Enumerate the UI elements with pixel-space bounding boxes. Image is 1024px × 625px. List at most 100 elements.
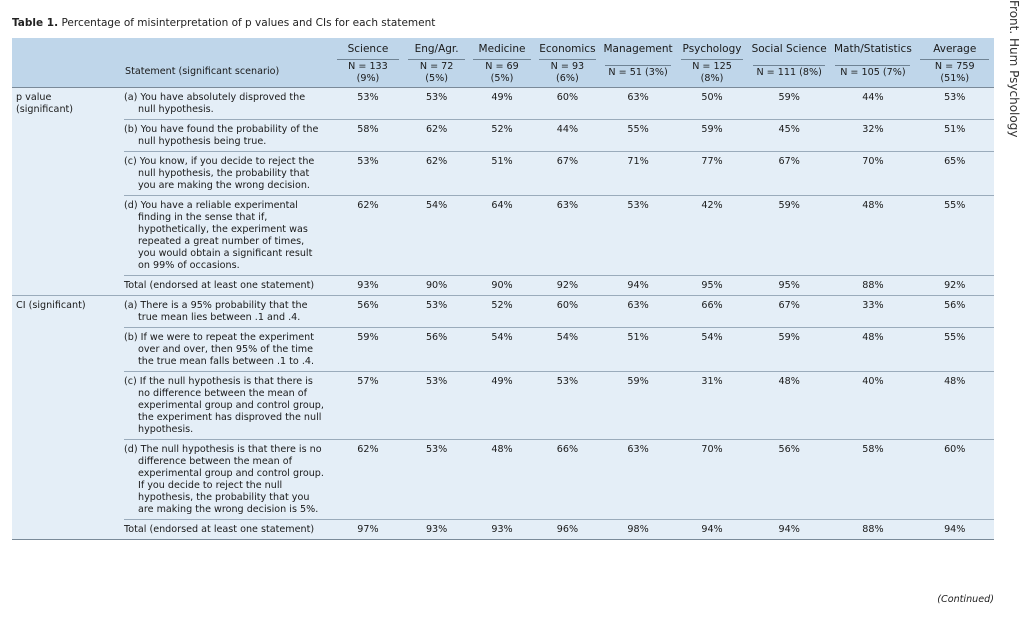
group-label: CI (significant) (16, 300, 86, 311)
statement-text: (a) There is a 95% probability that the … (124, 300, 308, 323)
value-cell: 58% (332, 119, 404, 152)
column-n-text: N = 111 (8%) (752, 65, 826, 79)
column-header: Math/Statistics (830, 38, 916, 57)
group-label-cell (12, 371, 124, 440)
value-cell: 92% (915, 275, 994, 296)
table-caption: Table 1. Percentage of misinterpretation… (12, 17, 435, 29)
value-cell: 59% (676, 119, 748, 152)
value-cell: 93% (469, 519, 535, 540)
group-label-cell (12, 119, 124, 152)
table-body: p value (significant) (a) You have absolu… (12, 87, 994, 540)
value-cell: 77% (676, 151, 748, 196)
value-cell: 59% (600, 371, 677, 440)
value-cell: 88% (830, 519, 916, 540)
value-cell: 59% (332, 327, 404, 372)
value-cell: 32% (830, 119, 916, 152)
value-cell: 92% (534, 275, 601, 296)
value-cell: 66% (534, 439, 601, 520)
value-cell: 94% (915, 519, 994, 540)
column-n-text: N = 69 (5%) (473, 59, 531, 85)
value-cell: 70% (830, 151, 916, 196)
value-cell: 58% (830, 439, 916, 520)
value-cell: 53% (534, 371, 601, 440)
column-n-text: N = 133 (9%) (336, 59, 400, 85)
value-cell: 53% (915, 87, 994, 120)
header-group-blank-2 (12, 57, 124, 88)
table-caption-label: Table 1. (12, 17, 59, 29)
value-cell: 51% (915, 119, 994, 152)
value-cell: 98% (600, 519, 677, 540)
continued-note: (Continued) (937, 594, 994, 605)
value-cell: 62% (403, 119, 470, 152)
value-cell: 56% (332, 295, 404, 328)
total-row: Total (endorsed at least one statement) 9… (12, 519, 994, 540)
value-cell: 53% (403, 295, 470, 328)
value-cell: 40% (830, 371, 916, 440)
misinterpretation-table: Science Eng/Agr. Medicine Economics Manageme… (12, 38, 994, 540)
column-n: N = 69 (5%) (469, 57, 535, 88)
column-n: N = 105 (7%) (830, 57, 916, 88)
value-cell: 51% (600, 327, 677, 372)
value-cell: 67% (747, 151, 831, 196)
column-header: Medicine (469, 38, 535, 57)
value-cell: 90% (403, 275, 470, 296)
column-n: N = 125 (8%) (676, 57, 748, 88)
value-cell: 56% (403, 327, 470, 372)
column-header: Management (600, 38, 677, 57)
column-n: N = 51 (3%) (600, 57, 677, 88)
value-cell: 33% (830, 295, 916, 328)
group-label-cell (12, 519, 124, 540)
statement-cell: (d) You have a reliable experimental fin… (124, 195, 332, 276)
value-cell: 50% (676, 87, 748, 120)
statement-text: (a) You have absolutely disproved the nu… (124, 92, 306, 115)
statement-text: Total (endorsed at least one statement) (124, 524, 315, 535)
group-label-cell (12, 439, 124, 520)
value-cell: 94% (747, 519, 831, 540)
table-row: p value (significant) (a) You have absolu… (12, 87, 994, 120)
header-row-names: Science Eng/Agr. Medicine Economics Manageme… (12, 38, 994, 57)
value-cell: 54% (469, 327, 535, 372)
column-n-text: N = 125 (8%) (680, 59, 744, 85)
table-row: (b) If we were to repeat the experiment … (12, 327, 994, 372)
value-cell: 49% (469, 87, 535, 120)
value-cell: 53% (403, 87, 470, 120)
value-cell: 67% (747, 295, 831, 328)
value-cell: 49% (469, 371, 535, 440)
column-header: Average (915, 38, 994, 57)
value-cell: 62% (403, 151, 470, 196)
table-row: (d) You have a reliable experimental fin… (12, 195, 994, 276)
value-cell: 55% (915, 327, 994, 372)
value-cell: 54% (676, 327, 748, 372)
statement-text: (c) If the null hypothesis is that there… (124, 376, 324, 435)
value-cell: 57% (332, 371, 404, 440)
statement-cell: Total (endorsed at least one statement) (124, 275, 332, 296)
column-n: N = 133 (9%) (332, 57, 404, 88)
value-cell: 54% (534, 327, 601, 372)
column-n-text: N = 51 (3%) (604, 65, 672, 79)
group-label-cell: p value (significant) (12, 87, 124, 120)
value-cell: 66% (676, 295, 748, 328)
value-cell: 56% (915, 295, 994, 328)
statement-text: (b) You have found the probability of th… (124, 124, 319, 147)
header-statement-blank (124, 38, 332, 57)
value-cell: 59% (747, 195, 831, 276)
statement-cell: (d) The null hypothesis is that there is… (124, 439, 332, 520)
statement-text: (c) You know, if you decide to reject th… (124, 156, 315, 191)
value-cell: 52% (469, 119, 535, 152)
header-row-counts: Statement (significant scenario) N = 133… (12, 57, 994, 88)
value-cell: 48% (747, 371, 831, 440)
value-cell: 42% (676, 195, 748, 276)
value-cell: 59% (747, 87, 831, 120)
value-cell: 93% (332, 275, 404, 296)
group-label: p value (significant) (16, 92, 74, 115)
value-cell: 48% (469, 439, 535, 520)
value-cell: 56% (747, 439, 831, 520)
value-cell: 53% (403, 439, 470, 520)
value-cell: 60% (534, 295, 601, 328)
value-cell: 55% (600, 119, 677, 152)
total-row: Total (endorsed at least one statement) 9… (12, 275, 994, 296)
table-row: CI (significant) (a) There is a 95% proba… (12, 295, 994, 328)
value-cell: 45% (747, 119, 831, 152)
value-cell: 48% (830, 327, 916, 372)
value-cell: 63% (600, 295, 677, 328)
